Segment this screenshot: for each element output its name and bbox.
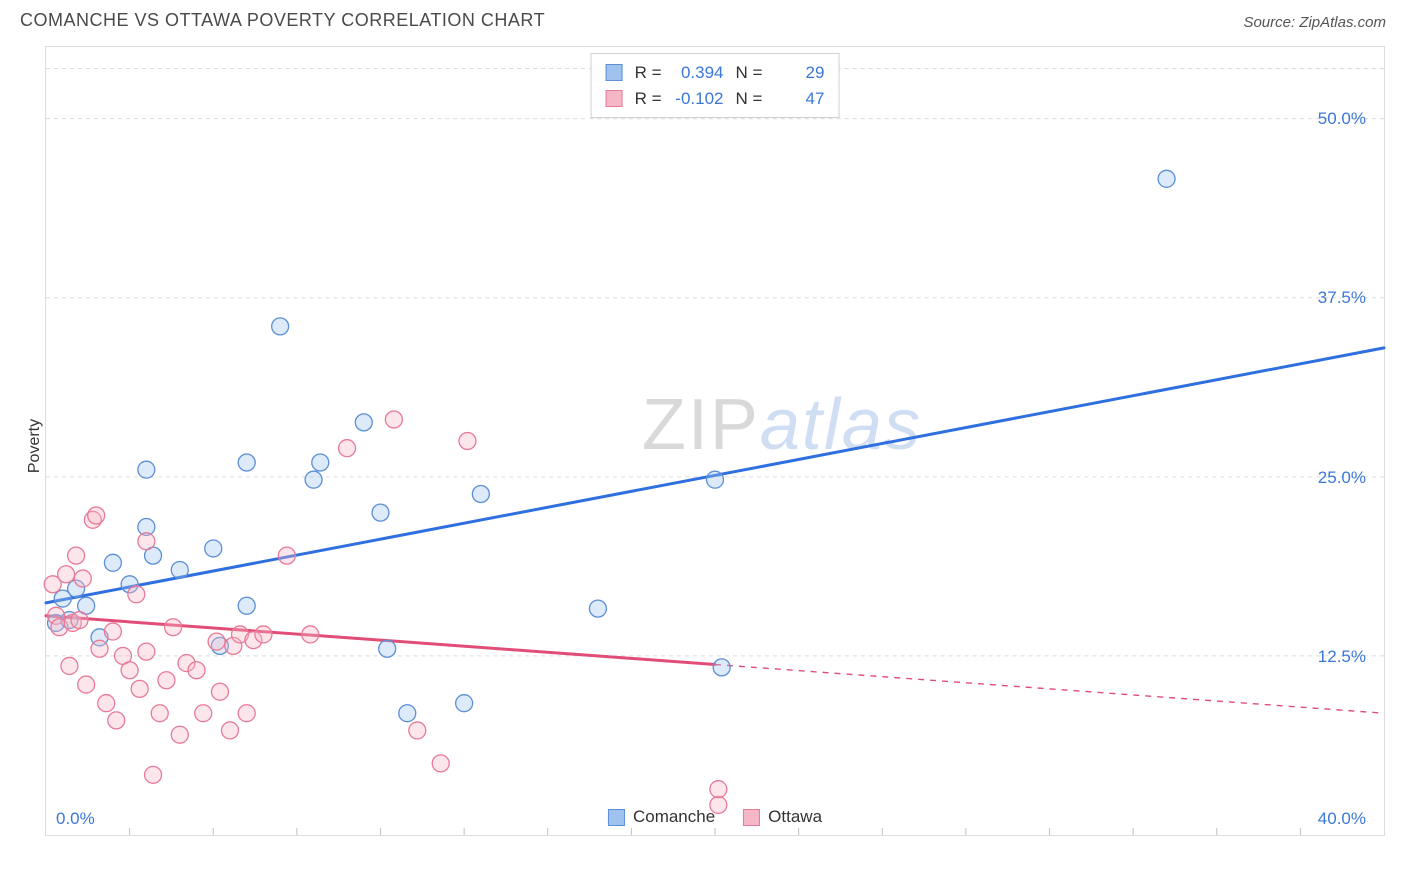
scatter-point-ottawa <box>151 705 168 722</box>
scatter-point-comanche <box>372 504 389 521</box>
y-tick-label: 37.5% <box>1318 288 1366 308</box>
scatter-point-ottawa <box>302 626 319 643</box>
scatter-point-ottawa <box>71 612 88 629</box>
stats-n-label: N = <box>736 86 763 112</box>
x-axis-max-label: 40.0% <box>1318 809 1366 829</box>
scatter-point-comanche <box>589 600 606 617</box>
stats-legend-box: R = 0.394 N = 29 R = -0.102 N = 47 <box>591 53 840 118</box>
scatter-point-ottawa <box>195 705 212 722</box>
scatter-point-ottawa <box>58 566 75 583</box>
scatter-point-ottawa <box>211 683 228 700</box>
scatter-point-ottawa <box>165 619 182 636</box>
plot-area: ZIPatlas 12.5%25.0%37.5%50.0% R = 0.394 … <box>45 46 1385 836</box>
stats-n-comanche: 29 <box>774 60 824 86</box>
scatter-point-ottawa <box>339 440 356 457</box>
y-axis-label: Poverty <box>26 419 44 473</box>
scatter-point-comanche <box>707 471 724 488</box>
scatter-point-ottawa <box>385 411 402 428</box>
scatter-point-ottawa <box>432 755 449 772</box>
scatter-point-ottawa <box>238 705 255 722</box>
stats-r-comanche: 0.394 <box>674 60 724 86</box>
scatter-point-comanche <box>205 540 222 557</box>
scatter-point-ottawa <box>88 507 105 524</box>
scatter-point-ottawa <box>121 662 138 679</box>
scatter-point-ottawa <box>61 657 78 674</box>
scatter-point-ottawa <box>104 623 121 640</box>
swatch-ottawa <box>606 90 623 107</box>
stats-r-label: R = <box>635 60 662 86</box>
stats-n-label: N = <box>736 60 763 86</box>
scatter-point-ottawa <box>188 662 205 679</box>
legend-label-ottawa: Ottawa <box>768 807 822 827</box>
scatter-point-ottawa <box>98 695 115 712</box>
scatter-point-ottawa <box>710 781 727 798</box>
scatter-point-ottawa <box>158 672 175 689</box>
legend-bottom: Comanche Ottawa <box>608 807 822 827</box>
scatter-point-ottawa <box>255 626 272 643</box>
scatter-point-ottawa <box>74 570 91 587</box>
scatter-point-ottawa <box>459 433 476 450</box>
legend-item-comanche: Comanche <box>608 807 715 827</box>
chart-title: COMANCHE VS OTTAWA POVERTY CORRELATION C… <box>20 10 545 31</box>
scatter-point-comanche <box>472 486 489 503</box>
scatter-svg <box>46 47 1384 835</box>
scatter-point-comanche <box>171 561 188 578</box>
legend-label-comanche: Comanche <box>633 807 715 827</box>
scatter-point-comanche <box>379 640 396 657</box>
scatter-point-ottawa <box>138 533 155 550</box>
scatter-point-comanche <box>355 414 372 431</box>
y-tick-label: 12.5% <box>1318 647 1366 667</box>
x-axis-min-label: 0.0% <box>56 809 95 829</box>
scatter-point-ottawa <box>108 712 125 729</box>
y-tick-label: 50.0% <box>1318 109 1366 129</box>
scatter-point-comanche <box>456 695 473 712</box>
swatch-comanche <box>608 809 625 826</box>
scatter-point-ottawa <box>145 766 162 783</box>
scatter-point-comanche <box>713 659 730 676</box>
swatch-comanche <box>606 64 623 81</box>
scatter-point-ottawa <box>78 676 95 693</box>
scatter-point-comanche <box>238 454 255 471</box>
scatter-point-ottawa <box>409 722 426 739</box>
y-tick-label: 25.0% <box>1318 468 1366 488</box>
scatter-point-comanche <box>1158 170 1175 187</box>
stats-row-comanche: R = 0.394 N = 29 <box>606 60 825 86</box>
scatter-point-comanche <box>138 461 155 478</box>
scatter-point-ottawa <box>278 547 295 564</box>
scatter-point-ottawa <box>138 643 155 660</box>
stats-r-label: R = <box>635 86 662 112</box>
scatter-point-comanche <box>104 554 121 571</box>
stats-row-ottawa: R = -0.102 N = 47 <box>606 86 825 112</box>
scatter-point-comanche <box>272 318 289 335</box>
stats-n-ottawa: 47 <box>774 86 824 112</box>
scatter-point-ottawa <box>221 722 238 739</box>
scatter-point-ottawa <box>131 680 148 697</box>
scatter-point-ottawa <box>91 640 108 657</box>
source-label: Source: ZipAtlas.com <box>1243 14 1386 31</box>
scatter-point-comanche <box>399 705 416 722</box>
scatter-point-comanche <box>238 597 255 614</box>
legend-item-ottawa: Ottawa <box>743 807 822 827</box>
scatter-point-ottawa <box>68 547 85 564</box>
scatter-point-ottawa <box>208 633 225 650</box>
scatter-point-comanche <box>312 454 329 471</box>
stats-r-ottawa: -0.102 <box>674 86 724 112</box>
scatter-point-comanche <box>305 471 322 488</box>
scatter-point-ottawa <box>171 726 188 743</box>
scatter-point-ottawa <box>128 586 145 603</box>
swatch-ottawa <box>743 809 760 826</box>
